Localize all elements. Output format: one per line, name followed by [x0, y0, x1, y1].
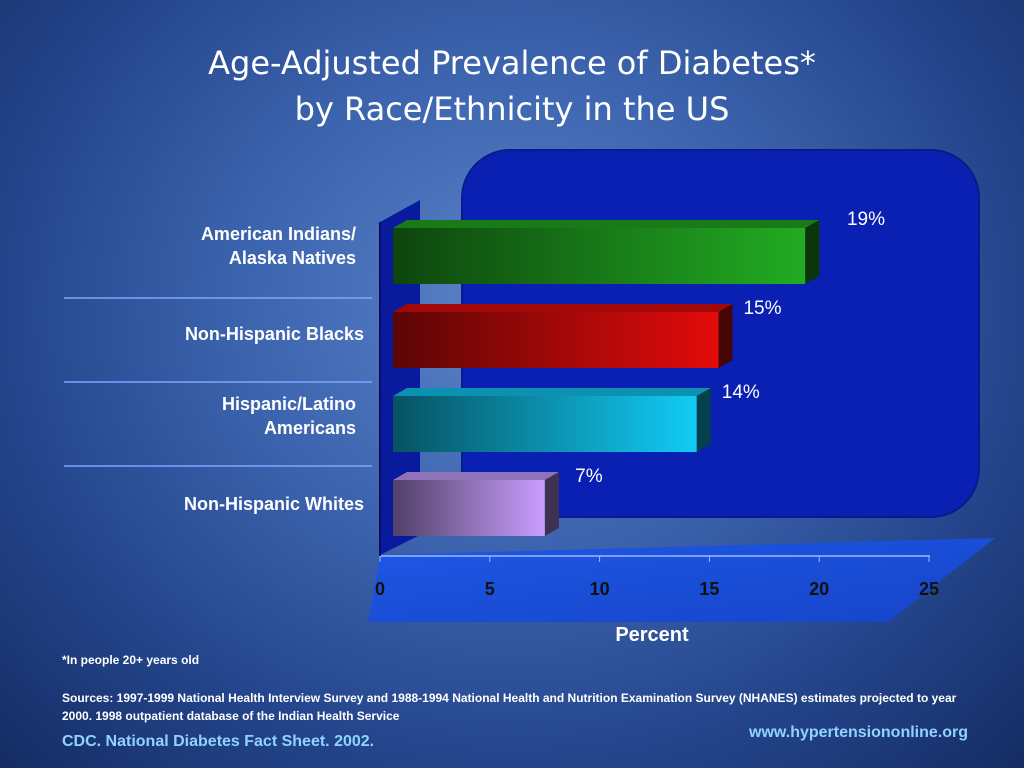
chart-left-wall — [380, 200, 420, 555]
x-tick-label: 0 — [375, 579, 385, 599]
bar-top-face — [393, 388, 711, 396]
bar-top-face — [393, 220, 820, 228]
footnote: *In people 20+ years old — [62, 653, 200, 667]
bar-top-face — [393, 304, 733, 312]
data-label: 15% — [743, 298, 781, 319]
x-tick-label: 25 — [919, 579, 939, 599]
bar-2 — [393, 304, 733, 368]
citation: CDC. National Diabetes Fact Sheet. 2002. — [62, 733, 375, 750]
x-tick-label: 5 — [485, 579, 495, 599]
bar-front-face — [393, 480, 545, 536]
chart-floor — [368, 538, 995, 622]
bar-side-face — [718, 304, 733, 368]
title-line-1: Age-Adjusted Prevalence of Diabetes* — [208, 44, 816, 82]
title-line-2: by Race/Ethnicity in the US — [294, 90, 730, 128]
x-tick-label: 15 — [699, 579, 719, 599]
chart-title: Age-Adjusted Prevalence of Diabetes* by … — [0, 40, 1024, 132]
data-label: 7% — [575, 466, 603, 487]
data-label: 19% — [847, 209, 885, 230]
category-label: Hispanic/Latino Americans — [221, 394, 356, 438]
bar-front-face — [393, 228, 806, 284]
bar-3 — [393, 388, 711, 452]
category-label: American Indians/ Alaska Natives — [200, 224, 356, 268]
data-label: 14% — [722, 382, 760, 403]
x-tick-label: 10 — [590, 579, 610, 599]
sources-note: Sources: 1997-1999 National Health Inter… — [62, 691, 957, 723]
bar-front-face — [393, 396, 697, 452]
bar-top-face — [393, 472, 559, 480]
bar-4 — [393, 472, 559, 536]
bar-side-face — [805, 220, 820, 284]
x-axis-label: Percent — [615, 624, 689, 646]
bar-side-face — [544, 472, 559, 536]
website-link[interactable]: www.hypertensiononline.org — [749, 724, 968, 741]
category-label: Non-Hispanic Whites — [183, 494, 364, 514]
category-label: Non-Hispanic Blacks — [184, 324, 364, 344]
bar-front-face — [393, 312, 719, 368]
bar-side-face — [696, 388, 711, 452]
x-tick-label: 20 — [809, 579, 829, 599]
bar-1 — [393, 220, 820, 284]
